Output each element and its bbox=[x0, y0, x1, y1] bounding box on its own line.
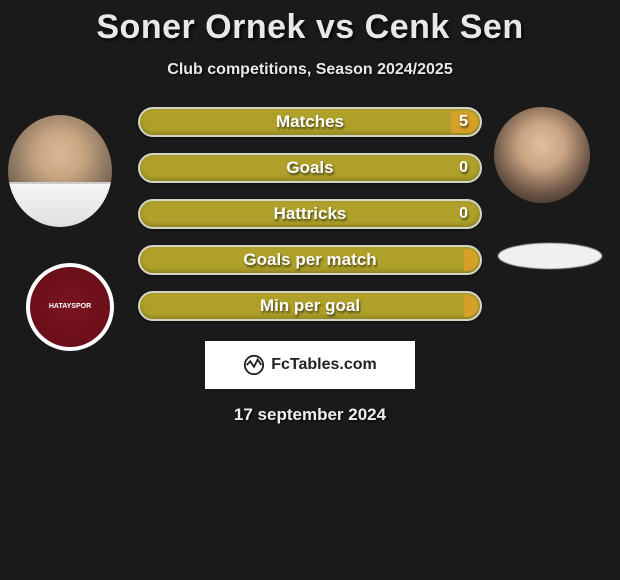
bar-fill-right bbox=[464, 249, 478, 271]
left-player-photo bbox=[8, 115, 112, 227]
stat-label: Min per goal bbox=[260, 296, 360, 316]
stat-value-right: 5 bbox=[459, 113, 468, 131]
footer-brand-text: FcTables.com bbox=[271, 356, 377, 374]
footer-brand-box: FcTables.com bbox=[205, 341, 415, 389]
stats-bars: Matches 5 Goals 0 Hattricks 0 Goals per … bbox=[138, 107, 482, 321]
stat-bar-goals-per-match: Goals per match bbox=[138, 245, 482, 275]
stat-value-right: 0 bbox=[459, 159, 468, 177]
left-club-badge: HATAYSPOR bbox=[26, 263, 114, 351]
stat-value-right: 0 bbox=[459, 205, 468, 223]
stat-label: Goals bbox=[286, 158, 333, 178]
page-title: Soner Ornek vs Cenk Sen bbox=[0, 0, 620, 47]
right-player-photo bbox=[494, 107, 590, 203]
bar-fill-right bbox=[464, 295, 478, 317]
date-label: 17 september 2024 bbox=[0, 405, 620, 425]
stat-bar-goals: Goals 0 bbox=[138, 153, 482, 183]
subtitle: Club competitions, Season 2024/2025 bbox=[0, 61, 620, 79]
right-club-badge bbox=[498, 243, 602, 269]
left-club-badge-text: HATAYSPOR bbox=[49, 303, 91, 311]
fctables-icon bbox=[243, 354, 265, 376]
comparison-panel: HATAYSPOR Matches 5 Goals 0 Hattricks 0 … bbox=[0, 107, 620, 425]
stat-label: Matches bbox=[276, 112, 344, 132]
stat-label: Hattricks bbox=[274, 204, 347, 224]
stat-bar-min-per-goal: Min per goal bbox=[138, 291, 482, 321]
stat-bar-matches: Matches 5 bbox=[138, 107, 482, 137]
stat-label: Goals per match bbox=[243, 250, 376, 270]
stat-bar-hattricks: Hattricks 0 bbox=[138, 199, 482, 229]
